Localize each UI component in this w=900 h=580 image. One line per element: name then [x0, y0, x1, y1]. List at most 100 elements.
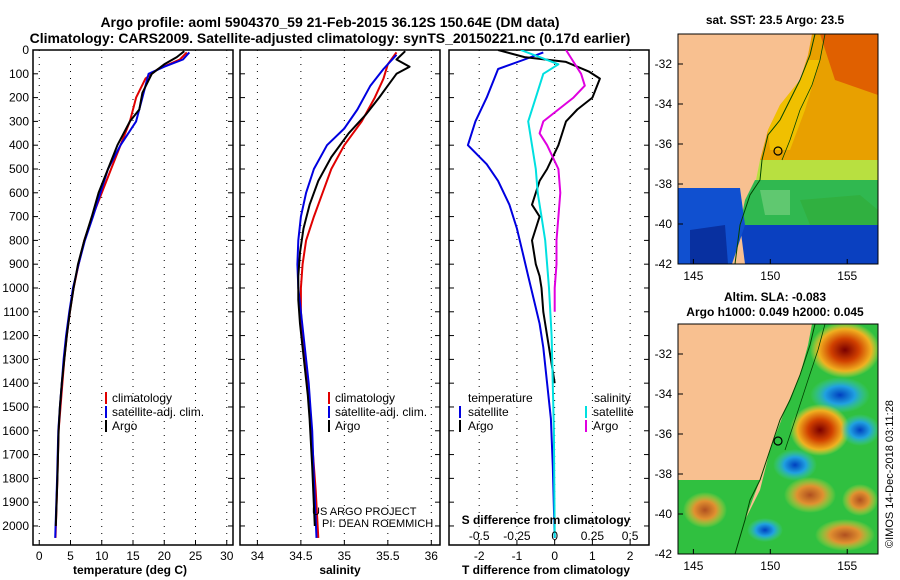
depth-tick-label: 1200 — [2, 329, 29, 343]
map-y-tick-label: -42 — [655, 257, 673, 271]
sst-map-ticks: 145 150 155 -32 -34 -36 -38 -40 -42 — [655, 57, 858, 283]
depth-tick-label: 1100 — [3, 305, 29, 319]
legend-label: Argo — [112, 419, 138, 433]
depth-tick-label: 500 — [9, 162, 29, 176]
sla-map — [678, 324, 878, 554]
argo-location-marker — [773, 436, 783, 446]
sst-map — [678, 34, 878, 264]
map-x-tick-label: 155 — [837, 269, 857, 283]
top-x-tick-label: -0.5 — [469, 529, 490, 543]
sla-map-title-1: Altim. SLA: -0.083 — [724, 290, 826, 304]
salinity-panel-frame — [239, 49, 441, 546]
map-x-tick-label: 150 — [760, 559, 780, 573]
depth-tick-label: 700 — [9, 210, 29, 224]
title-line-2: Climatology: CARS2009. Satellite-adjuste… — [30, 30, 631, 46]
temperature-x-ticks: 0 5 10 15 20 25 30 — [36, 540, 234, 563]
depth-tick-label: 200 — [9, 91, 29, 105]
x-tick-label: 35 — [338, 549, 352, 563]
x-tick-label: 2 — [627, 549, 634, 563]
depth-tick-label: 1500 — [2, 400, 29, 414]
top-x-tick-label: 0.25 — [581, 529, 605, 543]
top-x-tick-label: 0 — [551, 529, 558, 543]
x-tick-label: 0 — [551, 549, 558, 563]
series-line-argo — [538, 50, 586, 312]
depth-tick-label: 900 — [9, 257, 29, 271]
map-y-tick-label: -34 — [655, 97, 673, 111]
legend-label: Argo — [468, 419, 494, 433]
map-y-tick-label: -32 — [655, 347, 673, 361]
legend-title-salinity: salinity — [594, 391, 631, 405]
legend-label: satellite — [593, 405, 634, 419]
depth-tick-label: 600 — [9, 186, 29, 200]
map-y-tick-label: -36 — [655, 427, 673, 441]
map-y-tick-label: -42 — [655, 547, 673, 561]
series-line-argo — [54, 50, 185, 527]
series-line-argo — [297, 50, 411, 527]
legend-title-temperature: temperature — [468, 391, 533, 405]
sst-map-frame — [677, 33, 879, 265]
x-tick-label: 34.5 — [289, 549, 313, 563]
depth-tick-label: 1800 — [2, 471, 29, 485]
x-tick-label: 34 — [251, 549, 265, 563]
difference-x-label: T difference from climatology — [462, 563, 630, 577]
legend-label: Argo — [593, 419, 619, 433]
map-y-tick-label: -36 — [655, 137, 673, 151]
sla-map-frame — [677, 323, 879, 555]
series-line-satellite — [466, 51, 556, 538]
depth-tick-label: 0 — [22, 43, 29, 57]
x-tick-label: 10 — [95, 549, 109, 563]
x-tick-label: 20 — [158, 549, 172, 563]
argo-location-marker — [773, 146, 783, 156]
temperature-series — [54, 50, 191, 538]
depth-tick-label: 1700 — [2, 448, 29, 462]
top-x-tick-label: -0.25 — [503, 529, 531, 543]
map-y-tick-label: -40 — [655, 217, 673, 231]
temperature-grid — [38, 50, 228, 545]
sla-map-ticks: 145 150 155 -32 -34 -36 -38 -40 -42 — [655, 347, 858, 573]
temperature-x-label: temperature (deg C) — [73, 563, 187, 577]
series-line-climatology — [54, 51, 188, 538]
legend-label: satellite-adj. clim. — [112, 405, 204, 419]
x-tick-label: 25 — [189, 549, 203, 563]
depth-tick-label: 2000 — [2, 519, 29, 533]
map-y-tick-label: -38 — [655, 177, 673, 191]
x-tick-label: 35.5 — [376, 549, 400, 563]
map-y-tick-label: -34 — [655, 387, 673, 401]
depth-tick-label: 1000 — [2, 281, 29, 295]
salinity-series — [296, 50, 411, 538]
depth-tick-label: 300 — [9, 114, 29, 128]
sla-map-title-2: Argo h1000: 0.049 h2000: 0.045 — [686, 305, 864, 319]
map-y-tick-label: -38 — [655, 467, 673, 481]
series-line-satellite-adj-clim- — [54, 51, 191, 538]
series-line-satellite — [520, 50, 560, 538]
temperature-legend: climatology satellite-adj. clim. Argo — [105, 391, 204, 433]
legend-label: climatology — [112, 391, 172, 405]
series-line-satellite-adj-clim- — [296, 54, 398, 538]
depth-tick-label: 100 — [9, 67, 29, 81]
map-y-tick-label: -32 — [655, 57, 673, 71]
salinity-x-label: salinity — [319, 563, 361, 577]
sst-map-title: sat. SST: 23.5 Argo: 23.5 — [706, 13, 845, 27]
legend-label: Argo — [335, 419, 361, 433]
top-x-tick-label: 0.5 — [622, 529, 639, 543]
difference-top-x-label: S difference from climatology — [462, 513, 631, 527]
project-credit-2: PI: DEAN ROEMMICH — [322, 518, 433, 530]
legend-label: satellite — [468, 405, 509, 419]
map-x-tick-label: 150 — [760, 269, 780, 283]
x-tick-label: 30 — [220, 549, 234, 563]
depth-tick-label: 400 — [9, 138, 29, 152]
x-tick-label: 0 — [36, 549, 43, 563]
depth-tick-label: 1600 — [2, 424, 29, 438]
depth-tick-label: 1300 — [2, 352, 29, 366]
series-line-argo — [497, 50, 601, 384]
x-tick-label: 1 — [589, 549, 596, 563]
imos-credit: ©IMOS 14-Dec-2018 03:11:28 — [884, 400, 896, 548]
map-x-tick-label: 145 — [683, 559, 703, 573]
x-tick-label: 36 — [425, 549, 439, 563]
legend-label: climatology — [335, 391, 395, 405]
salinity-x-ticks: 34 34.5 35 35.5 36 — [251, 540, 439, 563]
difference-panel-frame — [448, 49, 650, 546]
depth-axis: 0 100 200 300 400 500 600 700 800 900 1000 1100 1200… — [2, 43, 649, 533]
project-credit-1: US ARGO PROJECT — [312, 506, 417, 518]
